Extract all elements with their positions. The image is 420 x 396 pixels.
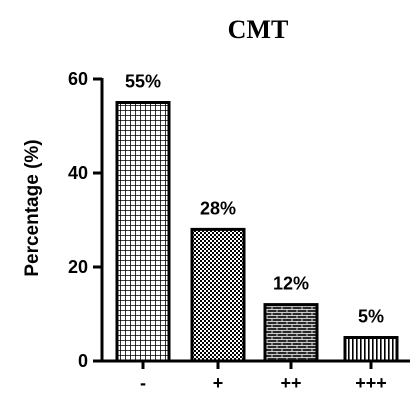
bar-3 [263, 303, 319, 363]
bar-2 [190, 227, 246, 363]
y-tick-label: 40 [68, 163, 88, 183]
bar-4 [343, 336, 399, 363]
bar-1 [115, 101, 171, 363]
data-label: 12% [273, 274, 309, 294]
x-tick-label: +++ [355, 373, 387, 393]
data-label: 55% [125, 72, 161, 92]
chart-title: CMT [228, 15, 289, 44]
x-tick-label: - [140, 373, 146, 393]
x-tick-label: ++ [280, 373, 301, 393]
x-tick-label: + [213, 373, 224, 393]
y-axis-label: Percentage (%) [22, 139, 43, 276]
bars [115, 101, 399, 363]
y-tick-label: 60 [68, 69, 88, 89]
labels: 55% - 28% +12% ++ 5% +++ [125, 72, 387, 394]
y-tick-label: 20 [68, 257, 88, 277]
data-label: 5% [358, 307, 384, 327]
y-tick-label: 0 [78, 351, 88, 371]
data-label: 28% [200, 198, 236, 218]
